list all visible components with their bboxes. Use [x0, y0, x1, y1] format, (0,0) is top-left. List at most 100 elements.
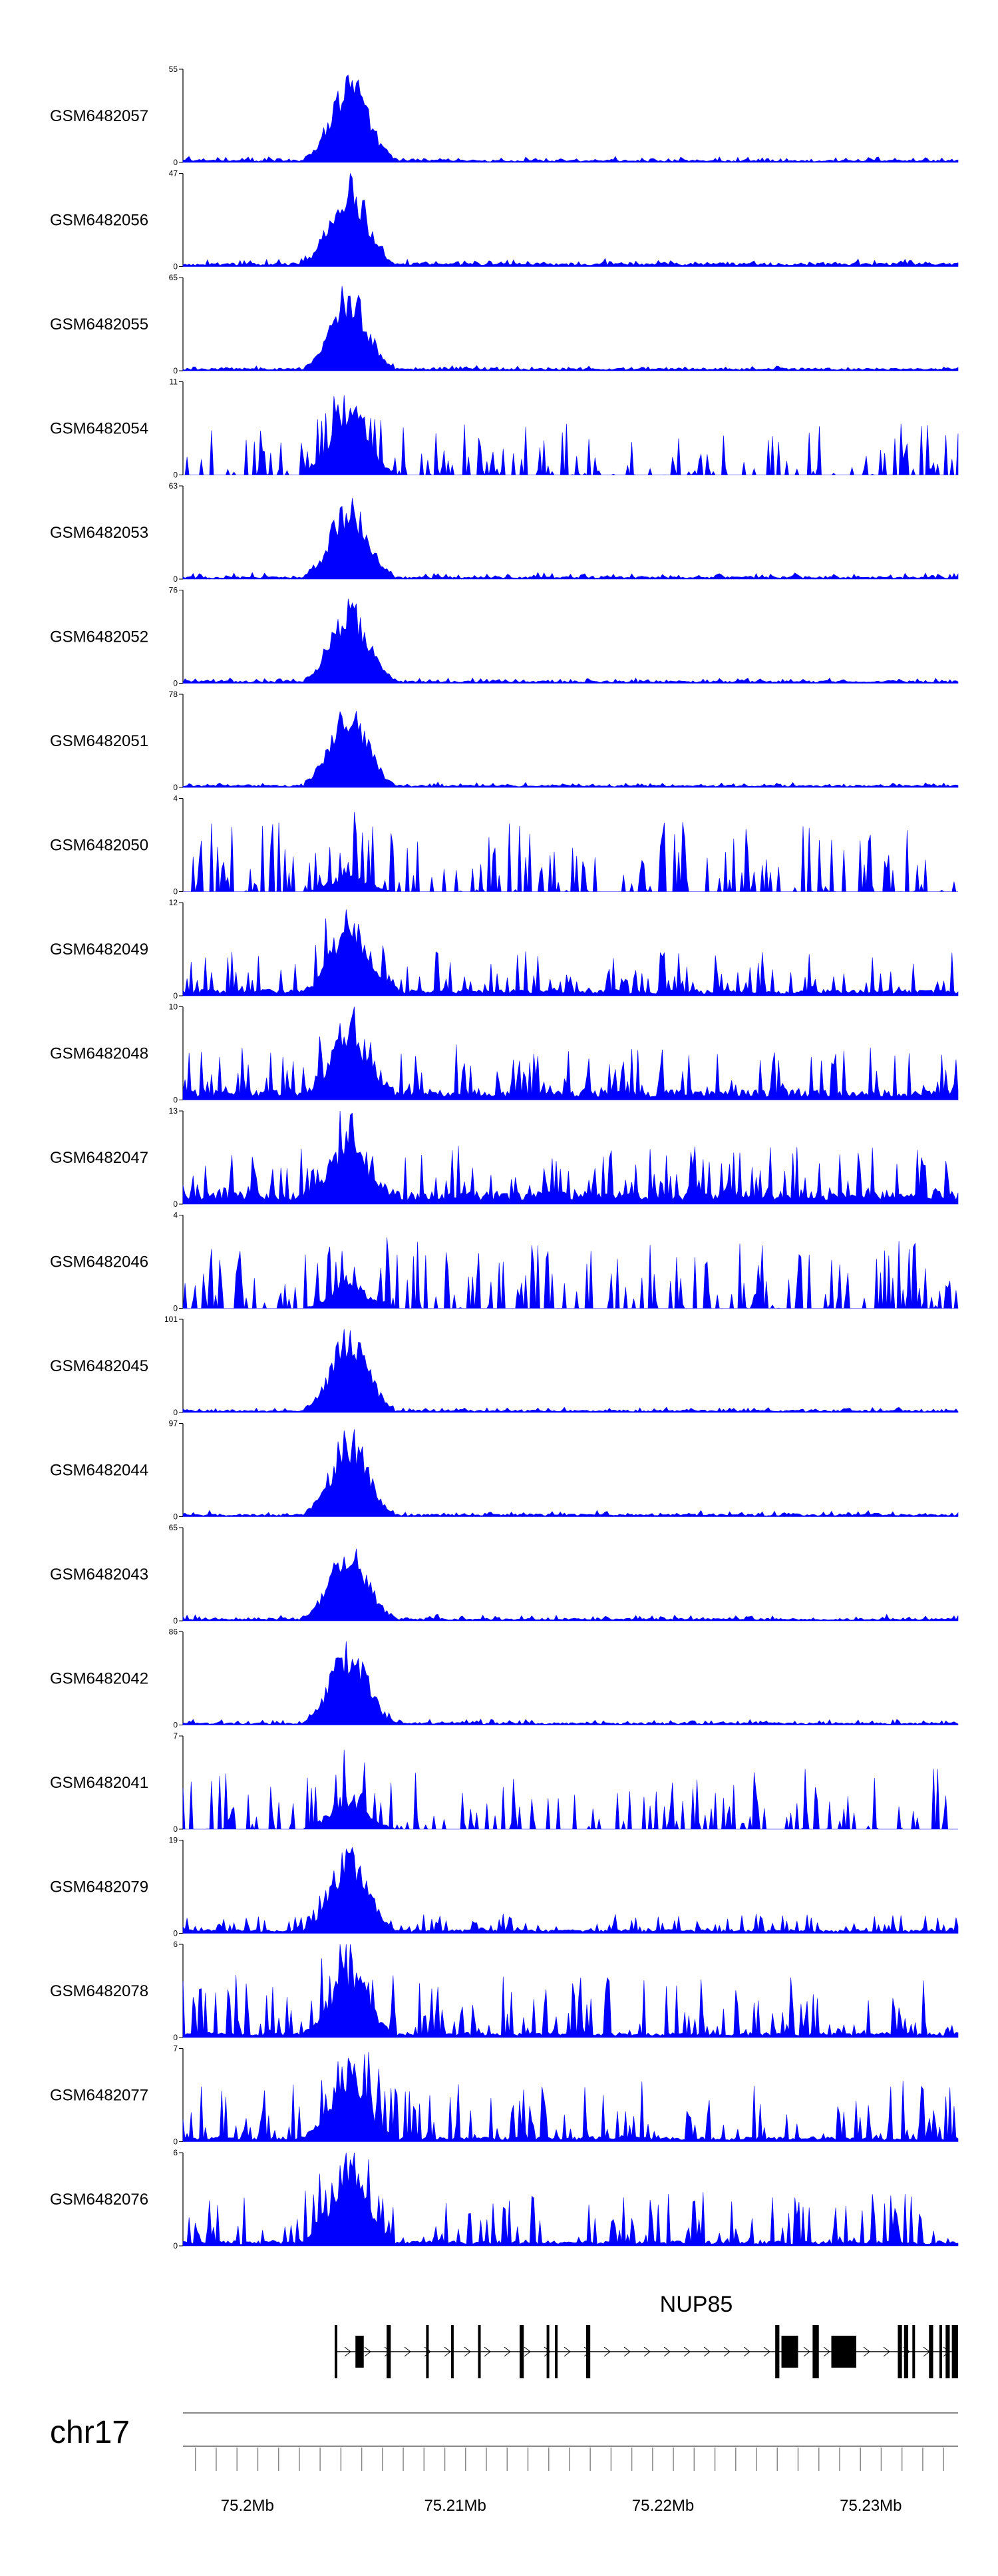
y-zero-label: 0 — [173, 1616, 178, 1625]
exon — [945, 2325, 950, 2378]
strand-arrow — [703, 2346, 711, 2357]
track-GSM6482047: GSM6482047 13 0 — [50, 1106, 959, 1209]
signal-area — [182, 711, 959, 788]
y-zero-label: 0 — [173, 1721, 178, 1730]
y-max-label: 4 — [173, 1211, 178, 1220]
track-GSM6482045: GSM6482045 101 0 — [50, 1315, 959, 1417]
track-label: GSM6482077 — [50, 2087, 148, 2105]
y-zero-label: 0 — [173, 1304, 178, 1313]
track-label: GSM6482041 — [50, 1774, 148, 1792]
exon — [781, 2336, 798, 2368]
strand-arrow — [743, 2346, 750, 2357]
strand-arrow — [623, 2346, 631, 2357]
strand-arrow — [883, 2346, 890, 2357]
y-zero-label: 0 — [173, 1512, 178, 1522]
y-zero-label: 0 — [173, 991, 178, 1000]
exon — [426, 2325, 429, 2378]
y-zero-label: 0 — [173, 366, 178, 375]
y-max-label: 12 — [169, 898, 178, 907]
track-GSM6482077: GSM6482077 7 0 — [50, 2044, 959, 2147]
track-label: GSM6482079 — [50, 1878, 148, 1896]
exon — [585, 2325, 591, 2378]
track-label: GSM6482049 — [50, 941, 148, 959]
track-GSM6482076: GSM6482076 6 0 — [50, 2148, 959, 2251]
strand-arrow — [803, 2346, 810, 2357]
y-zero-label: 0 — [173, 2137, 178, 2147]
strand-arrow — [643, 2346, 651, 2357]
strand-arrow — [364, 2346, 371, 2357]
gene-name: NUP85 — [660, 2292, 733, 2317]
strand-arrow — [404, 2346, 411, 2357]
y-max-label: 86 — [169, 1627, 178, 1637]
track-GSM6482049: GSM6482049 12 0 — [50, 898, 959, 1000]
signal-area — [182, 1329, 959, 1413]
track-GSM6482056: GSM6482056 47 0 — [50, 169, 959, 272]
track-GSM6482055: GSM6482055 65 0 — [50, 273, 959, 375]
exon — [335, 2325, 338, 2378]
y-zero-label: 0 — [173, 783, 178, 792]
strand-arrow — [603, 2346, 611, 2357]
track-label: GSM6482043 — [50, 1566, 148, 1584]
y-max-label: 4 — [173, 794, 178, 803]
y-zero-label: 0 — [173, 471, 178, 480]
signal-area — [183, 395, 959, 476]
tick-label: 75.21Mb — [424, 2497, 486, 2515]
exon — [355, 2336, 364, 2368]
track-label: GSM6482078 — [50, 1982, 148, 2000]
chromosome-label: chr17 — [50, 2415, 130, 2450]
tick-label: 75.23Mb — [840, 2497, 902, 2515]
track-GSM6482046: GSM6482046 4 0 — [50, 1211, 959, 1313]
signal-area — [182, 1006, 959, 1100]
signal-area — [182, 1237, 959, 1309]
y-max-label: 19 — [169, 1836, 178, 1845]
track-GSM6482051: GSM6482051 78 0 — [50, 690, 959, 792]
y-zero-label: 0 — [173, 2241, 178, 2251]
y-zero-label: 0 — [173, 1199, 178, 1209]
signal-area — [182, 1749, 958, 1830]
strand-arrow — [663, 2346, 671, 2357]
strand-arrow — [723, 2346, 731, 2357]
y-zero-label: 0 — [173, 158, 178, 167]
exon — [951, 2325, 958, 2378]
y-max-label: 6 — [173, 2148, 178, 2157]
signal-area — [182, 1944, 959, 2038]
y-max-label: 6 — [173, 1940, 178, 1949]
y-max-label: 65 — [169, 1523, 178, 1532]
strand-arrow — [524, 2346, 531, 2357]
signal-tracks: GSM6482057550GSM6482056470GSM6482055650G… — [50, 65, 959, 2251]
track-GSM6482052: GSM6482052 76 0 — [50, 586, 959, 688]
exon — [898, 2325, 902, 2378]
track-GSM6482048: GSM6482048 10 0 — [50, 1002, 959, 1105]
y-zero-label: 0 — [173, 1929, 178, 1938]
exon — [929, 2325, 933, 2378]
y-max-label: 55 — [169, 65, 178, 74]
exon — [387, 2325, 391, 2378]
signal-area — [182, 498, 959, 580]
y-max-label: 7 — [173, 1731, 178, 1741]
track-label: GSM6482056 — [50, 212, 148, 230]
signal-area — [182, 1110, 959, 1205]
track-label: GSM6482046 — [50, 1253, 148, 1271]
track-label: GSM6482050 — [50, 837, 148, 855]
y-max-label: 7 — [173, 2044, 178, 2053]
exon — [904, 2325, 909, 2378]
track-GSM6482057: GSM6482057 55 0 — [50, 65, 959, 167]
signal-area — [182, 1641, 959, 1725]
track-GSM6482043: GSM6482043 65 0 — [50, 1523, 959, 1625]
y-zero-label: 0 — [173, 1096, 178, 1105]
track-label: GSM6482042 — [50, 1670, 148, 1688]
y-zero-label: 0 — [173, 262, 178, 272]
strand-arrow — [564, 2346, 571, 2357]
strand-arrow — [504, 2346, 511, 2357]
y-zero-label: 0 — [173, 1408, 178, 1417]
signal-area — [183, 811, 958, 893]
signal-area — [182, 172, 959, 267]
track-GSM6482078: GSM6482078 6 0 — [50, 1940, 959, 2042]
signal-area — [182, 598, 959, 684]
track-label: GSM6482051 — [50, 732, 148, 750]
gene-track: NUP85 — [335, 2292, 958, 2378]
y-zero-label: 0 — [173, 887, 178, 897]
track-GSM6482041: GSM6482041 7 0 — [50, 1731, 958, 1834]
signal-area — [182, 1429, 959, 1517]
track-label: GSM6482057 — [50, 107, 148, 125]
